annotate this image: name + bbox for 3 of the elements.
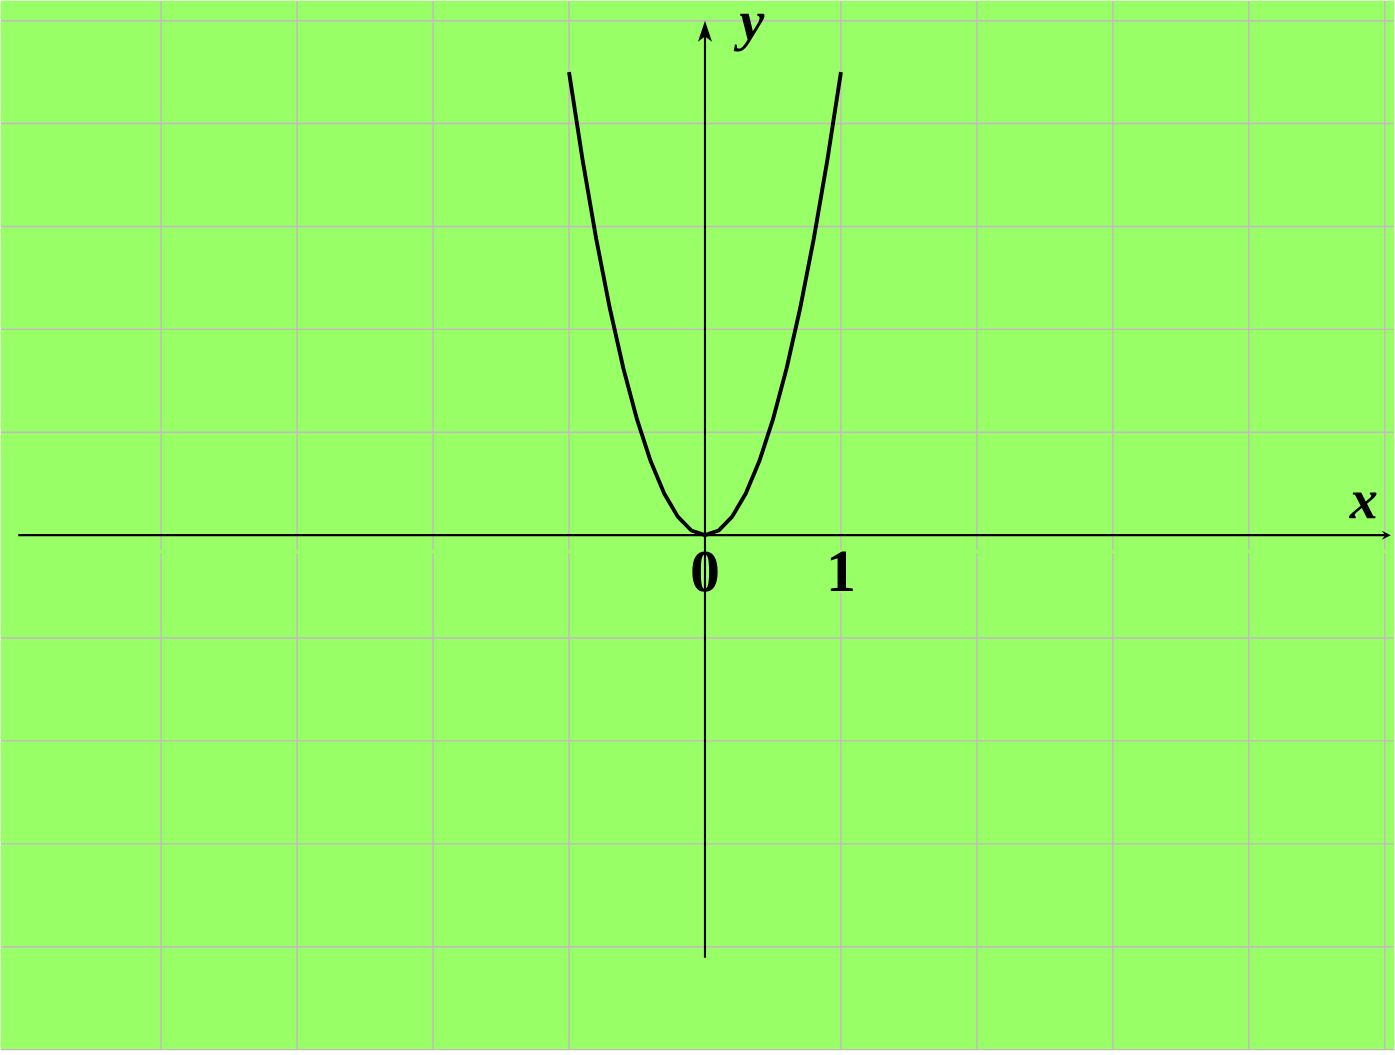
y-axis-title: y	[733, 13, 765, 52]
x-axis-title: x	[1349, 492, 1377, 519]
x-tick-label: 1	[830, 551, 853, 591]
